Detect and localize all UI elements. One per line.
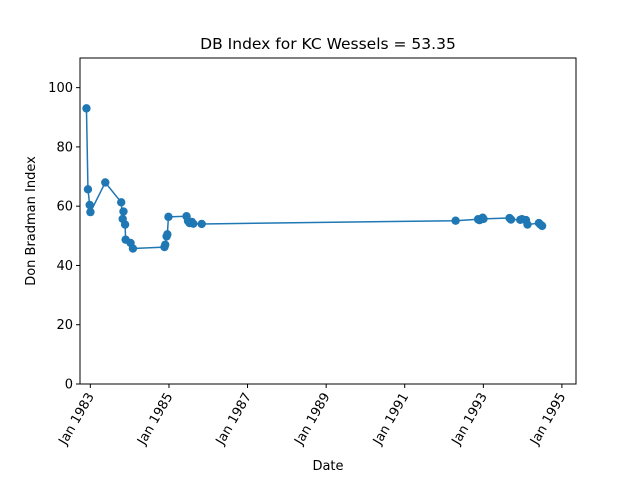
y-tick-label: 60	[56, 200, 73, 215]
data-point	[537, 221, 547, 231]
data-point	[82, 104, 91, 113]
data-point	[163, 230, 172, 239]
y-axis: 0 20 40 60 80 100	[48, 81, 80, 393]
data-point	[161, 240, 170, 249]
data-point	[506, 215, 516, 224]
data-point	[119, 207, 128, 216]
y-tick-label: 100	[48, 81, 73, 96]
data-point	[86, 207, 95, 217]
y-tick-label: 20	[56, 318, 73, 333]
y-tick-label: 80	[56, 140, 73, 155]
chart-title: DB Index for KC Wessels = 53.35	[200, 35, 456, 53]
data-point	[85, 200, 94, 210]
data-point	[451, 216, 460, 225]
y-axis-label: Don Bradman Index	[24, 156, 39, 286]
series-layer	[82, 104, 547, 253]
data-point	[189, 219, 198, 228]
data-point	[164, 212, 173, 222]
x-axis-label: Date	[312, 459, 343, 474]
data-point	[523, 220, 532, 229]
y-tick-label: 40	[56, 259, 73, 274]
data-point	[101, 178, 110, 187]
axes-frame	[79, 57, 577, 385]
data-point	[197, 219, 206, 229]
y-tick-label: 0	[65, 378, 73, 393]
data-point	[120, 220, 130, 229]
data-point	[83, 185, 93, 194]
data-point	[479, 214, 488, 224]
data-point	[128, 244, 138, 253]
data-point	[117, 198, 126, 207]
